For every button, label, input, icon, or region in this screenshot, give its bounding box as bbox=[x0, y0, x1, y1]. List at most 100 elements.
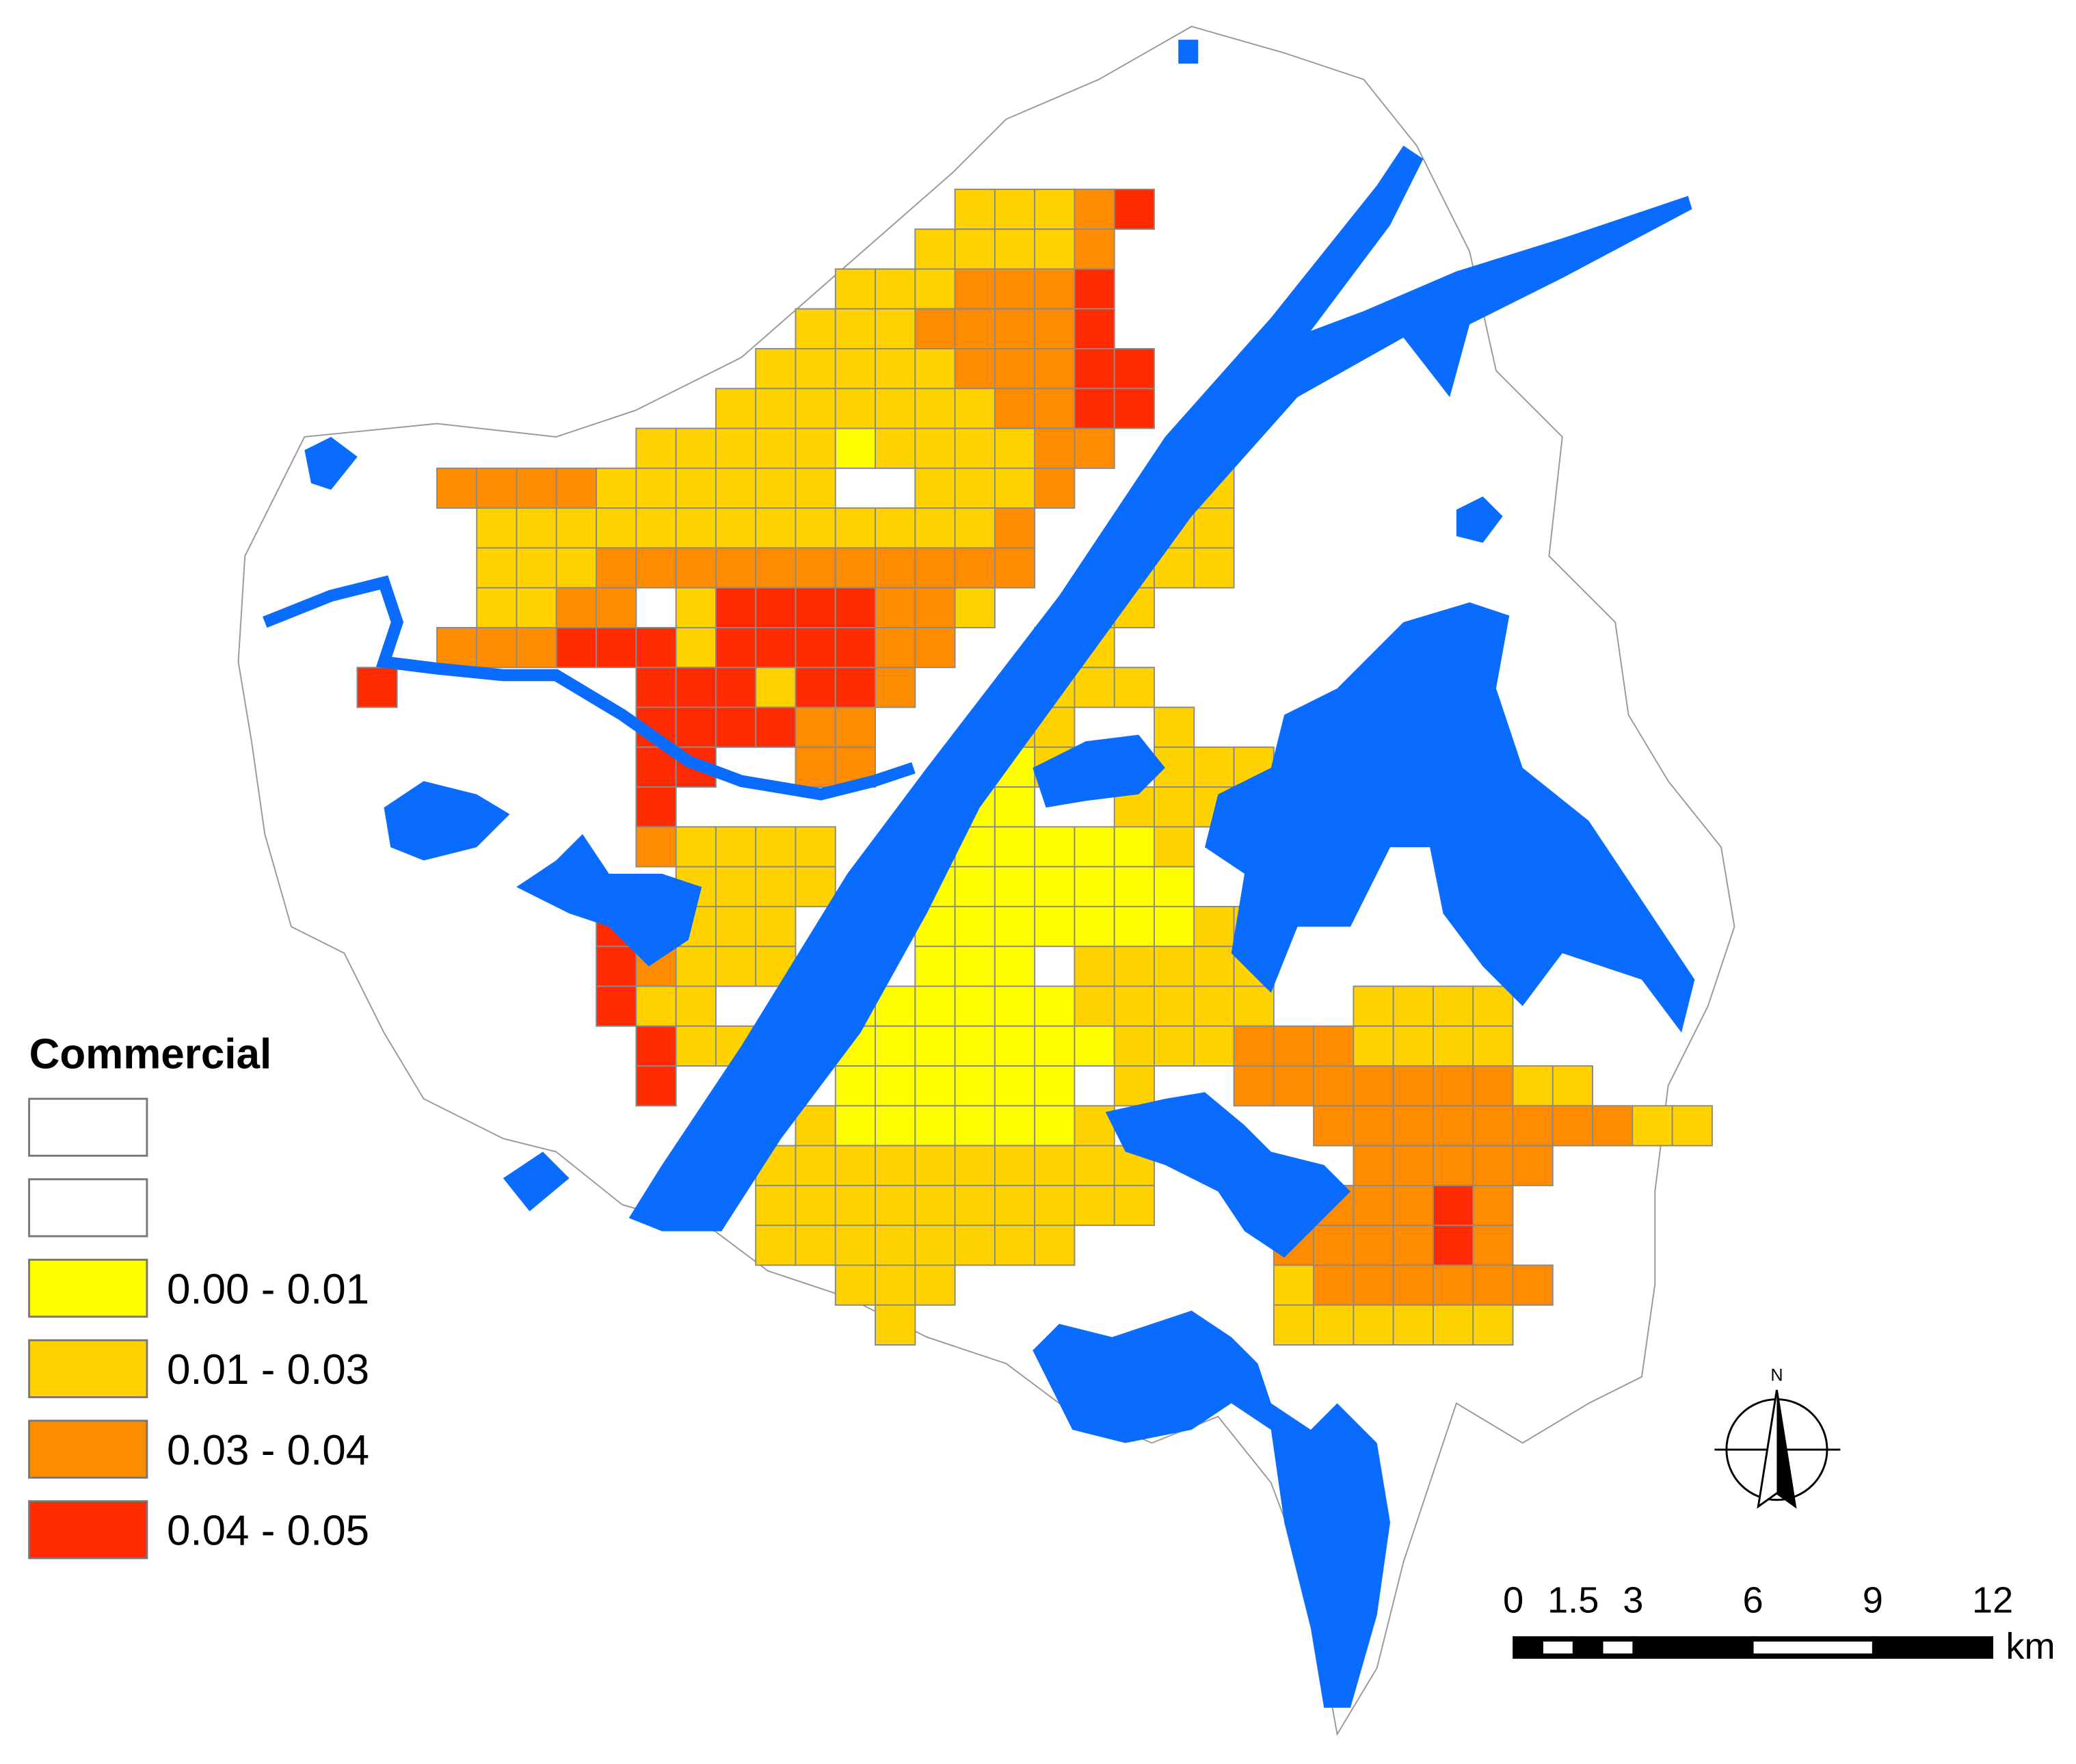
grid-cell bbox=[875, 1105, 916, 1147]
grid-cell bbox=[1074, 826, 1115, 868]
grid-cell bbox=[675, 706, 717, 748]
grid-cell bbox=[596, 946, 637, 987]
grid-cell bbox=[994, 1184, 1036, 1227]
grid-cell bbox=[914, 388, 956, 429]
grid-cell bbox=[1392, 985, 1434, 1027]
grid-cell bbox=[954, 1105, 996, 1147]
grid-cell bbox=[994, 388, 1036, 429]
grid-cell bbox=[1154, 1025, 1195, 1067]
grid-cell bbox=[1313, 1225, 1355, 1266]
grid-cell bbox=[1432, 1065, 1474, 1107]
grid-cell bbox=[914, 348, 956, 390]
legend-swatch bbox=[28, 1178, 148, 1238]
scale-label: 0 bbox=[1503, 1579, 1523, 1620]
grid-cell bbox=[875, 1184, 916, 1227]
grid-cell bbox=[994, 547, 1036, 589]
grid-cell bbox=[954, 308, 996, 349]
lake bbox=[384, 781, 510, 861]
grid-cell bbox=[1074, 268, 1115, 310]
grid-cell bbox=[1113, 905, 1155, 948]
grid-cell bbox=[795, 1145, 836, 1186]
grid-cell bbox=[1353, 985, 1394, 1027]
grid-cell bbox=[755, 388, 797, 429]
scale-label: 6 bbox=[1742, 1579, 1763, 1620]
grid-cell bbox=[1034, 427, 1076, 469]
grid-cell bbox=[1392, 1184, 1434, 1227]
grid-cell bbox=[1392, 1304, 1434, 1346]
grid-cell bbox=[1233, 1065, 1275, 1107]
grid-cell bbox=[675, 626, 717, 669]
grid-cell bbox=[914, 1065, 956, 1107]
grid-cell bbox=[1113, 188, 1155, 230]
grid-cell bbox=[1034, 1145, 1076, 1186]
grid-cell bbox=[1074, 188, 1115, 230]
grid-cell bbox=[1034, 826, 1076, 868]
grid-cell bbox=[1313, 1025, 1355, 1067]
grid-cell bbox=[1353, 1145, 1394, 1186]
river bbox=[628, 145, 1692, 1231]
grid-cell bbox=[994, 1225, 1036, 1266]
grid-cell bbox=[1313, 1065, 1355, 1107]
grid-cell bbox=[675, 985, 717, 1027]
grid-cell bbox=[1472, 1184, 1514, 1227]
grid-cell bbox=[994, 786, 1036, 828]
grid-cell bbox=[516, 626, 557, 669]
grid-cell bbox=[1113, 1184, 1155, 1227]
grid-cell bbox=[755, 348, 797, 390]
grid-cell bbox=[1472, 1025, 1514, 1067]
grid-cell bbox=[1472, 1264, 1514, 1306]
grid-cell bbox=[834, 507, 877, 549]
lake bbox=[1456, 496, 1503, 543]
grid-cell bbox=[715, 826, 757, 868]
grid-cell bbox=[715, 946, 757, 987]
grid-cell bbox=[715, 587, 757, 628]
grid-cell bbox=[715, 626, 757, 669]
grid-cell bbox=[1353, 1225, 1394, 1266]
legend: Commercial 0.00 - 0.01 0.01 - 0.03 0.03 - … bbox=[28, 1031, 369, 1560]
grid-cell bbox=[1193, 905, 1235, 948]
grid-cell bbox=[476, 547, 518, 589]
grid-cell bbox=[795, 706, 836, 748]
grid-cell bbox=[954, 388, 996, 429]
grid-cell bbox=[1113, 1065, 1155, 1107]
grid-cell bbox=[914, 1184, 956, 1227]
grid-cell bbox=[875, 1264, 916, 1306]
grid-cell bbox=[436, 626, 478, 669]
grid-cell bbox=[715, 866, 757, 907]
grid-cell bbox=[1472, 1145, 1514, 1186]
grid-cell bbox=[1074, 1184, 1115, 1227]
grid-cell bbox=[1353, 1304, 1394, 1346]
grid-cell bbox=[1113, 946, 1155, 987]
grid-cell bbox=[715, 706, 757, 748]
grid-cell bbox=[1193, 946, 1235, 987]
grid-cell bbox=[875, 1145, 916, 1186]
grid-cell bbox=[1113, 826, 1155, 868]
grid-cell bbox=[596, 985, 637, 1027]
grid-cell bbox=[1512, 1105, 1554, 1147]
grid-cell bbox=[1512, 1264, 1554, 1306]
grid-cell bbox=[834, 667, 877, 708]
grid-cell bbox=[954, 905, 996, 948]
grid-cell bbox=[834, 587, 877, 628]
grid-cell bbox=[954, 985, 996, 1027]
grid-cell bbox=[1472, 985, 1514, 1027]
grid-cell bbox=[994, 348, 1036, 390]
grid-cell bbox=[1512, 1065, 1554, 1107]
scale-segment bbox=[1543, 1641, 1573, 1654]
grid-cell bbox=[954, 427, 996, 469]
grid-cell bbox=[834, 1264, 877, 1306]
grid-cell bbox=[1034, 1105, 1076, 1147]
grid-cell bbox=[834, 1065, 877, 1107]
grid-cell bbox=[994, 1105, 1036, 1147]
grid-cell bbox=[1552, 1105, 1594, 1147]
grid-cell bbox=[994, 1065, 1036, 1107]
scale-segment bbox=[1603, 1641, 1634, 1654]
grid-cell bbox=[555, 626, 598, 669]
grid-cell bbox=[875, 587, 916, 628]
grid-cell bbox=[994, 826, 1036, 868]
grid-cell bbox=[834, 1105, 877, 1147]
grid-cell bbox=[834, 308, 877, 349]
grid-cell bbox=[914, 507, 956, 549]
lake bbox=[1033, 734, 1165, 808]
grid-cell bbox=[1233, 1025, 1275, 1067]
